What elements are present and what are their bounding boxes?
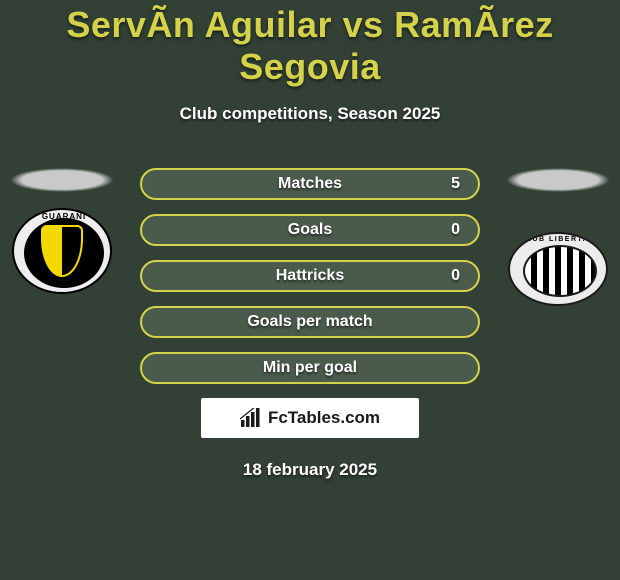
stat-value: 5: [451, 175, 460, 193]
watermark-box: FcTables.com: [201, 398, 419, 438]
right-team-emblem: CLUB LIBERTAD: [498, 168, 618, 318]
stat-row-hattricks: Hattricks 0: [140, 260, 480, 292]
crest-left: GUARANI: [12, 208, 112, 294]
watermark-text: FcTables.com: [268, 408, 380, 428]
stat-label: Goals per match: [247, 313, 372, 331]
infographic-root: ServÃ­n Aguilar vs RamÃ­rez Segovia Club…: [0, 0, 620, 580]
page-title: ServÃ­n Aguilar vs RamÃ­rez Segovia: [0, 4, 620, 88]
stat-row-goals-per-match: Goals per match: [140, 306, 480, 338]
player-shadow-right: [506, 168, 610, 192]
stat-row-min-per-goal: Min per goal: [140, 352, 480, 384]
libertad-text: CLUB LIBERTAD: [510, 234, 606, 243]
guarani-badge: GUARANI: [12, 208, 112, 294]
stat-label: Goals: [288, 221, 332, 239]
left-team-emblem: GUARANI: [2, 168, 122, 294]
stat-row-matches: Matches 5: [140, 168, 480, 200]
stat-value: 0: [451, 267, 460, 285]
stat-label: Min per goal: [263, 359, 357, 377]
libertad-badge: CLUB LIBERTAD: [508, 232, 608, 306]
content-area: GUARANI CLUB LIBERTAD Matches 5 Goa: [0, 168, 620, 480]
stat-row-goals: Goals 0: [140, 214, 480, 246]
stat-label: Hattricks: [276, 267, 344, 285]
date-text: 18 february 2025: [0, 460, 620, 480]
crest-right: CLUB LIBERTAD: [508, 232, 608, 318]
bar-chart-icon: [240, 408, 262, 428]
libertad-stripes: [523, 245, 597, 297]
stat-label: Matches: [278, 175, 342, 193]
stats-column: Matches 5 Goals 0 Hattricks 0 Goals per …: [140, 168, 480, 384]
player-shadow-left: [10, 168, 114, 192]
subtitle: Club competitions, Season 2025: [0, 104, 620, 124]
stat-value: 0: [451, 221, 460, 239]
